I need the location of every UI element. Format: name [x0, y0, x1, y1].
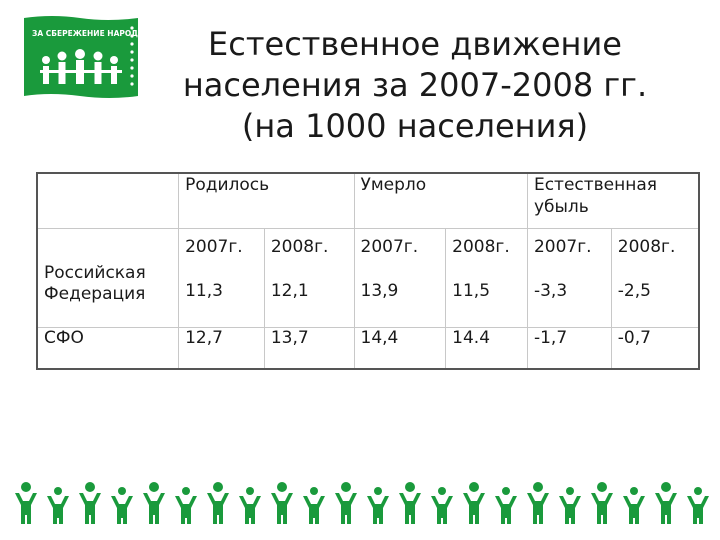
person-figure-icon	[271, 482, 293, 524]
cell-value: 11,5	[452, 281, 491, 301]
year-label: 2008г.	[617, 237, 676, 257]
value-cell: 2007г. 13,9	[353, 228, 447, 328]
person-figure-icon	[303, 487, 325, 524]
value-cell: 2008г. 11,5	[445, 228, 528, 328]
table-row: Российская Федерация 2007г. 11,3 2008г. 12…	[36, 228, 700, 328]
value-cell: 2007г. -3,3	[526, 228, 612, 328]
region-cell: Российская Федерация	[36, 228, 180, 328]
person-figure-icon	[431, 487, 453, 524]
person-figure-icon	[367, 487, 389, 524]
year-label: 2007г.	[360, 237, 419, 257]
logo-text: ЗА СБЕРЕЖЕНИЕ НАРОДА	[32, 29, 140, 38]
header-natural-decline-line: Естественная	[533, 175, 658, 195]
region-name: Федерация	[44, 284, 146, 304]
cell-value: -2,5	[617, 281, 651, 301]
person-figure-icon	[143, 482, 165, 524]
value-cell: 2008г. -2,5	[610, 228, 700, 328]
person-figure-icon	[527, 482, 549, 524]
person-figure-icon	[687, 487, 709, 524]
population-table: Родилось Умерло Естественная убыль Росси…	[36, 172, 700, 370]
value-cell: 2008г. 12,1	[263, 228, 355, 328]
header-natural-decline-line: убыль	[533, 197, 589, 217]
header-born: Родилось	[178, 172, 355, 229]
person-figure-icon	[399, 482, 421, 524]
cell-value: 13,9	[360, 281, 399, 301]
person-figure-icon	[335, 482, 357, 524]
person-figure-icon	[175, 487, 197, 524]
person-figure-icon	[207, 482, 229, 524]
title-line: (на 1000 населения)	[241, 107, 589, 145]
year-label: 2007г.	[185, 237, 243, 257]
region-name: Российская	[44, 263, 146, 283]
title-line: Естественное движение	[208, 25, 622, 63]
title-line: населения за 2007-2008 гг.	[182, 66, 648, 104]
cell-value: 12,7	[178, 327, 265, 370]
cell-value: 14,4	[353, 327, 447, 370]
people-flag-icon: ЗА СБЕРЕЖЕНИЕ НАРОДА	[24, 16, 144, 98]
person-figure-icon	[47, 487, 69, 524]
cell-value: -3,3	[533, 281, 568, 301]
cell-value: 11,3	[185, 281, 223, 301]
people-frieze	[0, 478, 720, 526]
header-died: Умерло	[353, 172, 528, 229]
cell-value: -0,7	[610, 327, 700, 370]
table-header-row: Родилось Умерло Естественная убыль	[36, 172, 700, 229]
person-figure-icon	[79, 482, 101, 524]
person-figure-icon	[559, 487, 581, 524]
person-figure-icon	[111, 487, 133, 524]
person-figure-icon	[15, 482, 37, 524]
table-row: СФО 12,7 13,7 14,4 14.4 -1,7 -0,7	[36, 327, 700, 370]
logo: ЗА СБЕРЕЖЕНИЕ НАРОДА	[22, 14, 144, 106]
year-label: 2007г.	[533, 237, 592, 257]
cell-value: 12,1	[270, 281, 309, 301]
person-figure-icon	[463, 482, 485, 524]
region-cell: СФО	[36, 327, 180, 370]
cell-value: 13,7	[263, 327, 355, 370]
person-figure-icon	[655, 482, 677, 524]
person-figure-icon	[239, 487, 261, 524]
people-frieze-icon	[15, 482, 709, 524]
person-figure-icon	[591, 482, 613, 524]
cell-value: -1,7	[526, 327, 612, 370]
table-corner-cell	[36, 172, 180, 229]
year-label: 2008г.	[270, 237, 329, 257]
header-natural-decline: Естественная убыль	[526, 172, 700, 229]
cell-value: 14.4	[445, 327, 528, 370]
person-figure-icon	[623, 487, 645, 524]
person-figure-icon	[495, 487, 517, 524]
year-label: 2008г.	[452, 237, 510, 257]
page-title: Естественное движение населения за 2007-…	[175, 24, 655, 147]
value-cell: 2007г. 11,3	[178, 228, 265, 328]
